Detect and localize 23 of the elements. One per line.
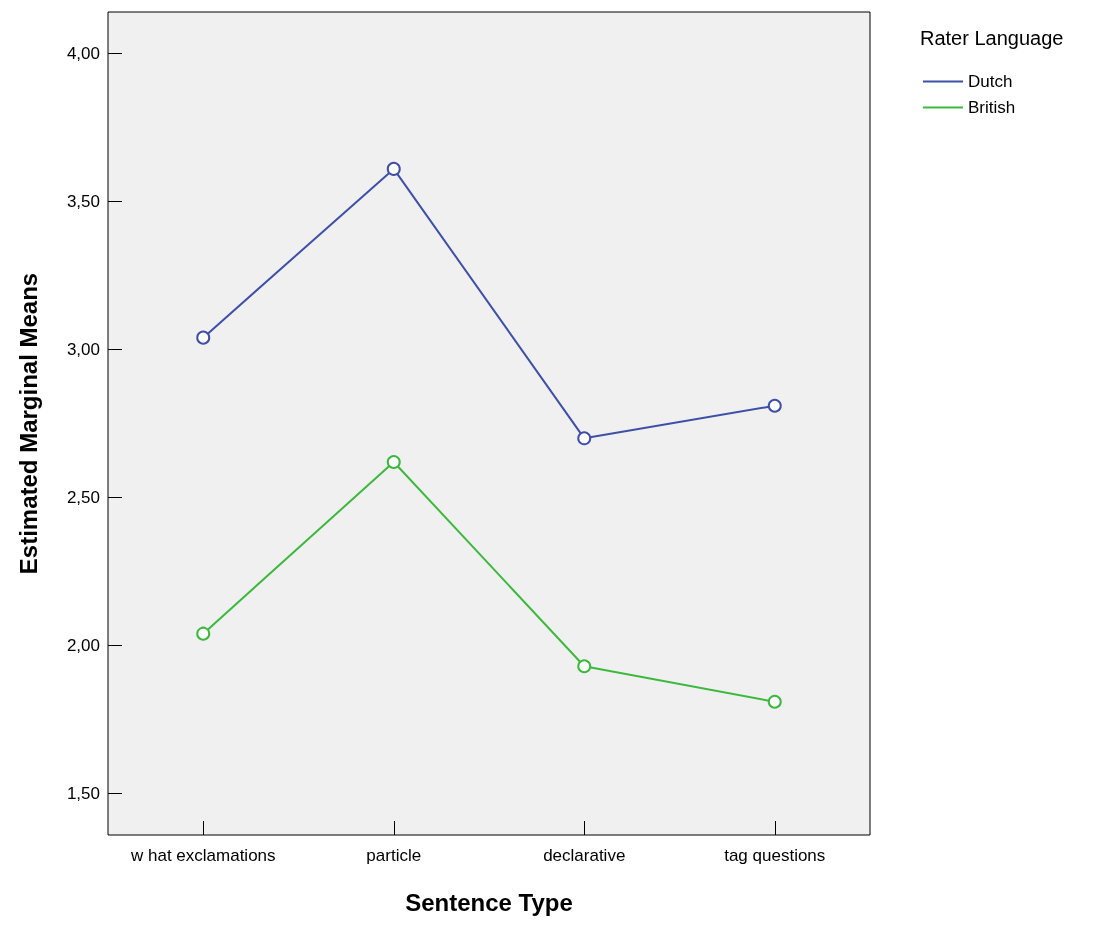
y-tick-label: 4,00 <box>66 43 100 63</box>
y-tick-label: 3,50 <box>66 191 100 211</box>
y-tick-label: 2,00 <box>66 636 100 656</box>
x-axis-title: Sentence Type <box>405 888 573 916</box>
point <box>386 161 401 176</box>
legend-label: Dutch <box>968 72 1013 91</box>
point <box>577 659 592 674</box>
legend-title: Rater Language <box>920 27 1064 49</box>
y-tick-label: 1,50 <box>66 784 100 804</box>
point <box>196 330 211 345</box>
point <box>767 694 782 709</box>
y-tick-label: 2,50 <box>66 488 100 508</box>
y-tick-label: 3,00 <box>66 339 100 359</box>
x-tick-label: w hat exclamations <box>129 846 276 865</box>
x-tick-label: declarative <box>543 846 626 865</box>
point <box>196 626 211 641</box>
point <box>767 398 782 413</box>
point <box>386 454 401 469</box>
x-tick-label: particle <box>366 846 422 865</box>
legend-label: British <box>968 98 1016 117</box>
x-tick-label: tag questions <box>724 846 826 865</box>
point <box>577 431 592 446</box>
y-axis-title: Estimated Marginal Means <box>14 272 42 575</box>
